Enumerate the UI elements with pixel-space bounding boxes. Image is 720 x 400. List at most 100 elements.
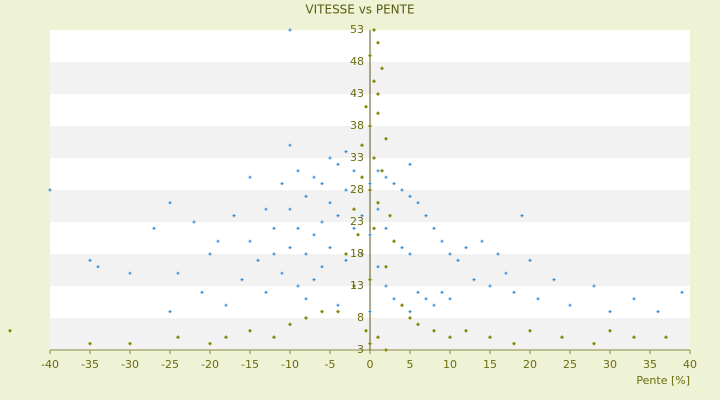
point — [128, 271, 132, 275]
y-tick-label: 13 — [350, 279, 364, 292]
point — [208, 341, 212, 346]
point — [88, 258, 92, 262]
point — [336, 309, 340, 314]
point — [632, 297, 636, 301]
point — [368, 188, 372, 192]
point — [360, 143, 364, 148]
y-tick-label: 53 — [350, 23, 364, 36]
point — [608, 328, 612, 333]
point — [312, 175, 316, 179]
point — [304, 252, 308, 256]
point — [320, 220, 324, 224]
point — [336, 214, 340, 218]
point — [372, 79, 376, 84]
point — [464, 246, 468, 250]
point — [272, 226, 276, 230]
point — [368, 53, 372, 58]
x-tick-label: -35 — [81, 358, 99, 371]
point — [388, 213, 392, 218]
point — [528, 258, 532, 262]
point — [408, 194, 412, 198]
point — [432, 328, 436, 333]
point — [352, 169, 356, 173]
point — [424, 297, 428, 301]
point — [88, 341, 92, 346]
point — [384, 348, 388, 352]
point — [512, 341, 516, 346]
point — [296, 169, 300, 173]
point — [352, 226, 356, 230]
point — [392, 239, 396, 244]
point — [560, 335, 564, 340]
point — [248, 239, 252, 243]
point — [96, 265, 100, 269]
point — [592, 284, 596, 288]
point — [472, 278, 476, 282]
point — [380, 66, 384, 71]
point — [364, 328, 368, 333]
point — [568, 303, 572, 307]
point — [440, 239, 444, 243]
x-tick-label: -5 — [325, 358, 336, 371]
point — [272, 252, 276, 256]
point — [376, 265, 380, 269]
point — [368, 310, 372, 314]
point — [432, 303, 436, 307]
point — [384, 264, 388, 269]
y-tick-label: 3 — [357, 343, 364, 356]
point — [536, 297, 540, 301]
x-axis-label: Pente [%] — [636, 374, 690, 387]
point — [504, 271, 508, 275]
point — [224, 335, 228, 340]
x-tick-label: -20 — [201, 358, 219, 371]
point — [400, 246, 404, 250]
x-tick-label: -25 — [161, 358, 179, 371]
point — [328, 201, 332, 205]
point — [312, 278, 316, 282]
point — [320, 309, 324, 314]
point — [8, 328, 12, 333]
point — [416, 290, 420, 294]
point — [352, 284, 356, 288]
x-tick-label: 0 — [367, 358, 374, 371]
point — [288, 207, 292, 211]
point — [296, 226, 300, 230]
point — [304, 297, 308, 301]
point — [368, 341, 372, 346]
y-tick-label: 43 — [350, 87, 364, 100]
point — [304, 194, 308, 198]
x-tick-label: 35 — [643, 358, 657, 371]
point — [200, 290, 204, 294]
point — [456, 258, 460, 262]
point — [168, 310, 172, 314]
point — [376, 92, 380, 96]
point — [380, 168, 384, 173]
point — [480, 239, 484, 243]
point — [384, 136, 388, 141]
point — [176, 271, 180, 275]
point — [360, 175, 364, 180]
point — [296, 284, 300, 288]
point — [608, 310, 612, 314]
point — [656, 310, 660, 314]
point — [488, 335, 492, 340]
point — [364, 104, 368, 109]
x-tick-label: 40 — [683, 358, 697, 371]
point — [176, 335, 180, 340]
x-tick-label: 15 — [483, 358, 497, 371]
point — [48, 188, 52, 192]
point — [344, 150, 348, 154]
y-tick-label: 18 — [350, 247, 364, 260]
point — [152, 226, 156, 230]
point — [416, 322, 420, 327]
point — [368, 233, 372, 237]
point — [336, 303, 340, 307]
point — [168, 201, 172, 205]
point — [488, 284, 492, 288]
point — [376, 40, 380, 45]
point — [424, 214, 428, 218]
x-tick-label: 25 — [563, 358, 577, 371]
point — [392, 182, 396, 186]
x-tick-label: 20 — [523, 358, 537, 371]
